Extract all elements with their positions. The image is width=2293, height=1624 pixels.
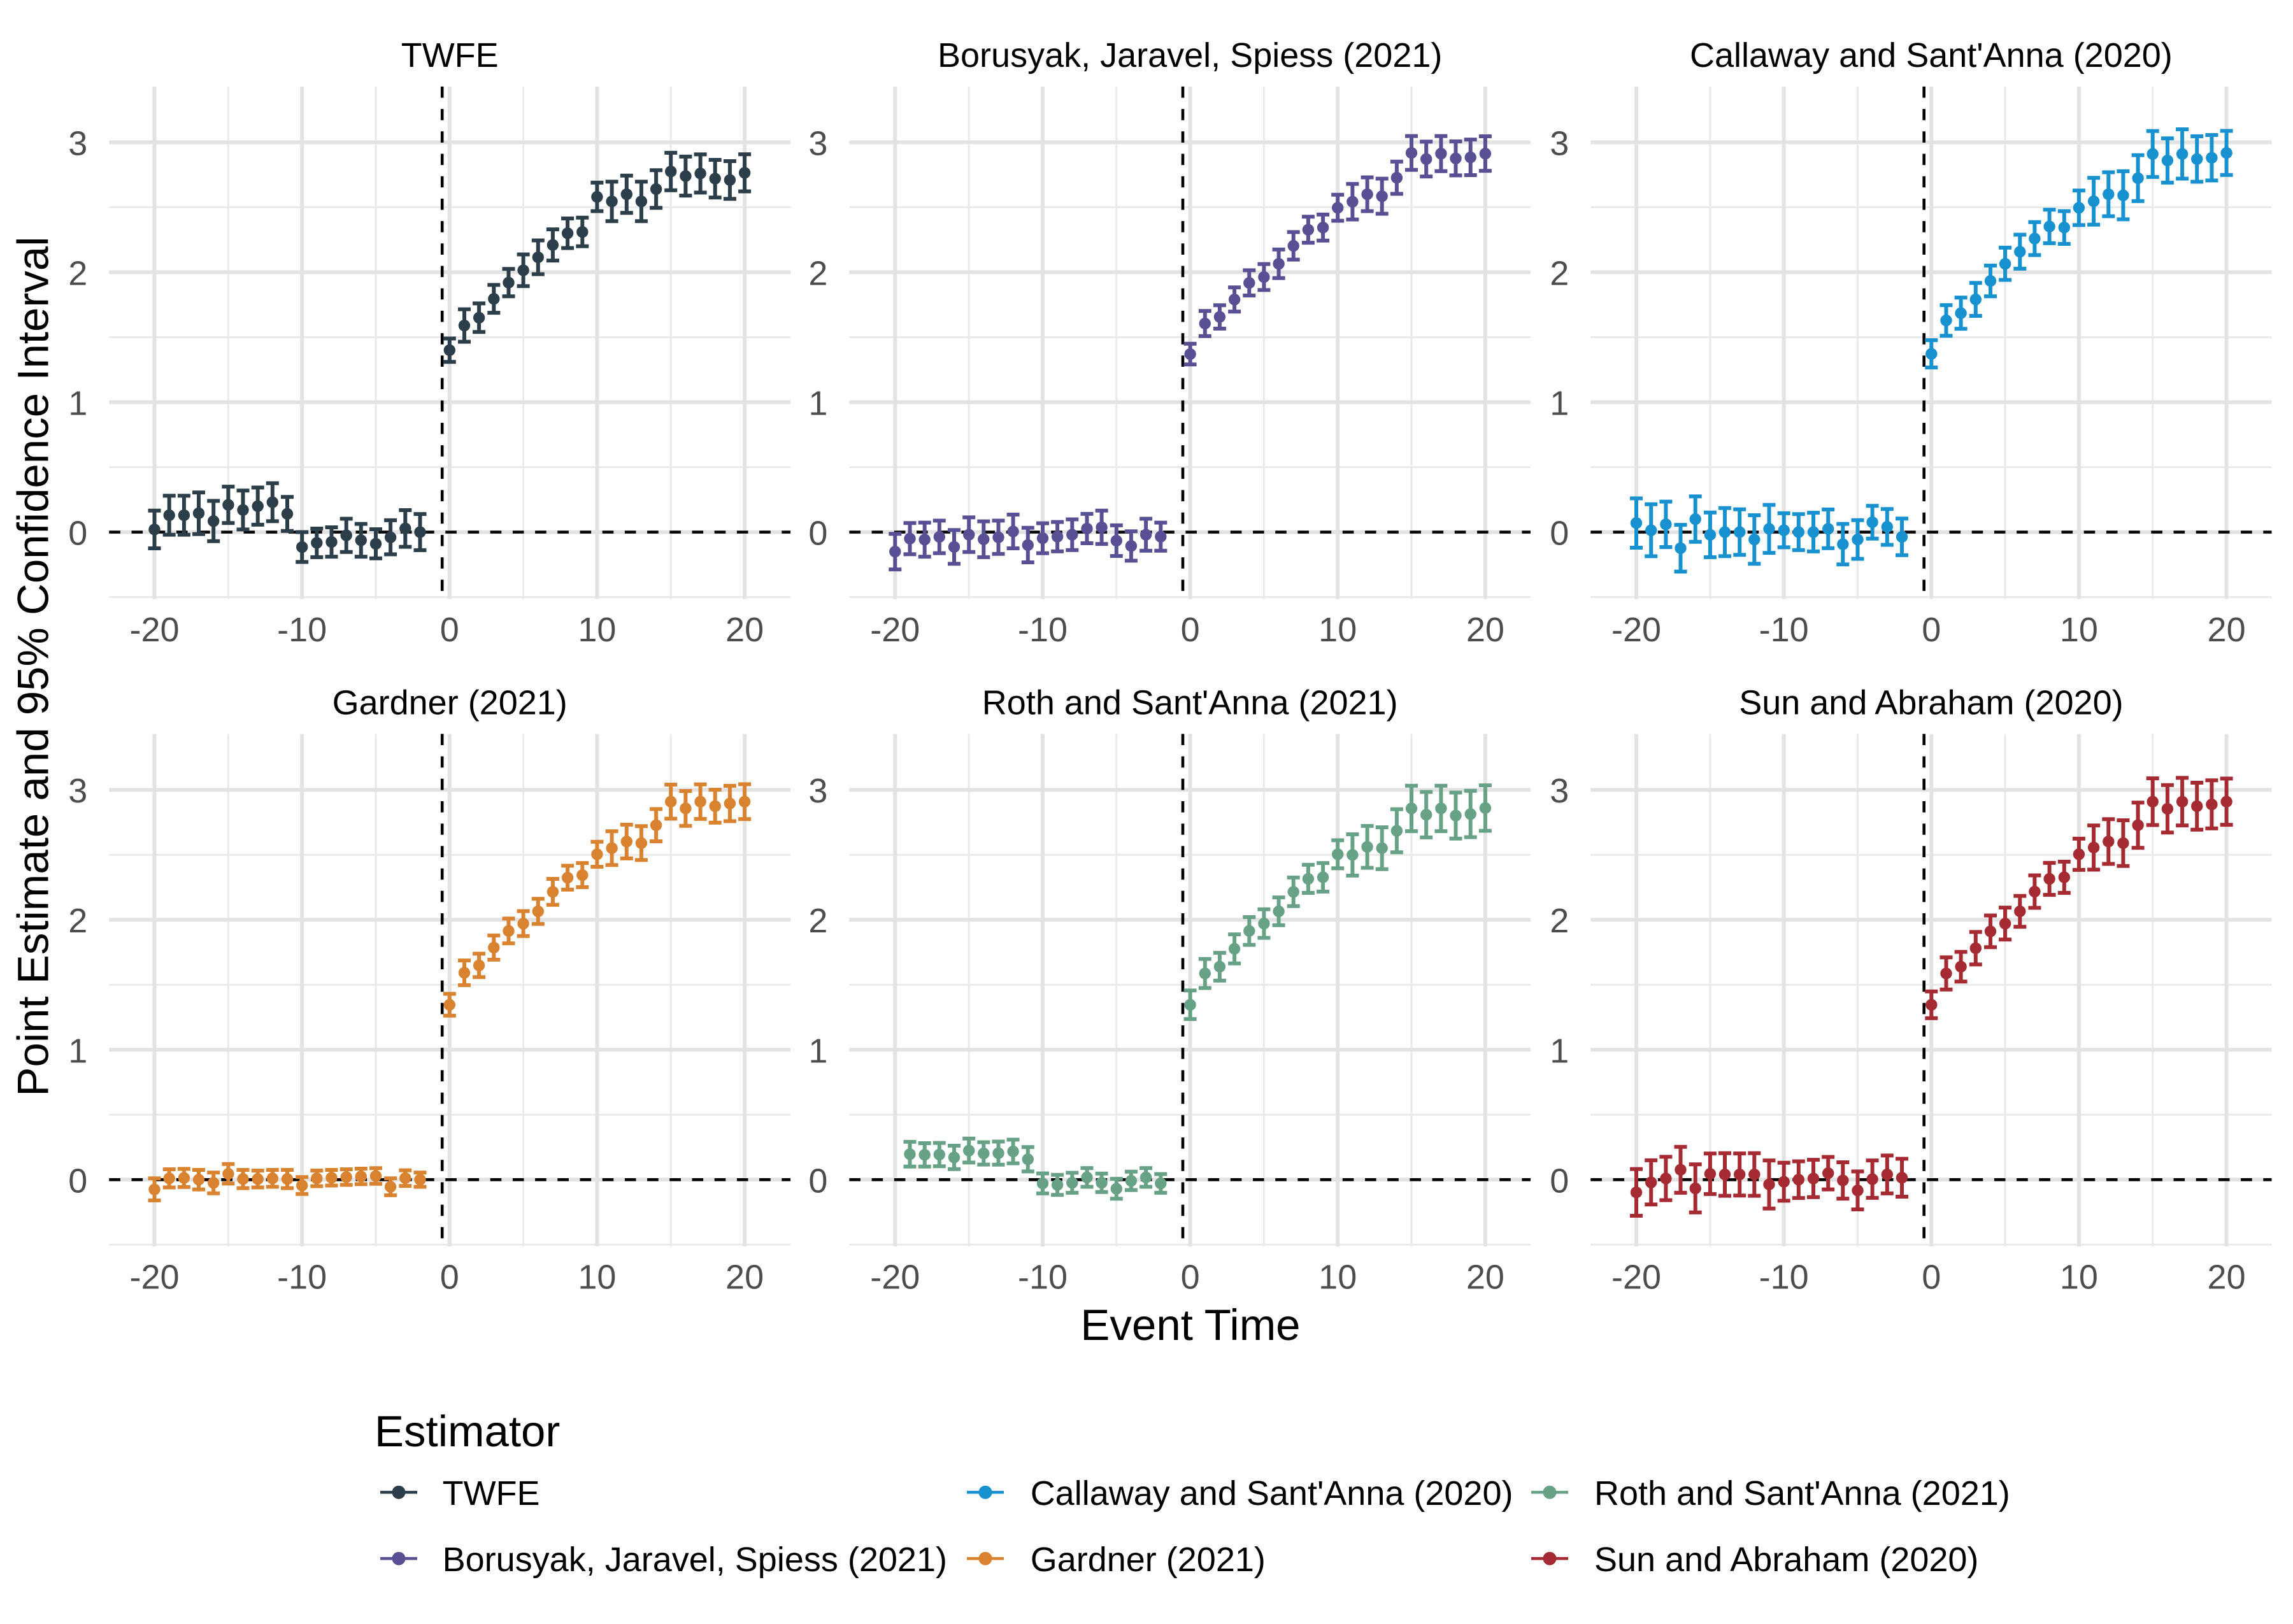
- svg-text:2: 2: [1550, 254, 1569, 292]
- svg-text:Sun and Abraham (2020): Sun and Abraham (2020): [1739, 684, 2123, 722]
- svg-text:1: 1: [68, 385, 87, 423]
- svg-text:-20: -20: [1611, 611, 1661, 649]
- svg-text:-10: -10: [1018, 1258, 1068, 1297]
- svg-text:Borusyak, Jaravel, Spiess (202: Borusyak, Jaravel, Spiess (2021): [443, 1541, 947, 1579]
- svg-text:10: 10: [2060, 1258, 2098, 1297]
- svg-text:2: 2: [68, 902, 87, 940]
- svg-text:Roth and Sant'Anna (2021): Roth and Sant'Anna (2021): [1594, 1474, 2010, 1513]
- svg-text:-10: -10: [277, 1258, 327, 1297]
- svg-text:20: 20: [1466, 611, 1504, 649]
- svg-text:2: 2: [808, 254, 827, 292]
- svg-text:3: 3: [1550, 772, 1569, 810]
- svg-text:TWFE: TWFE: [443, 1474, 540, 1513]
- svg-text:Callaway and Sant'Anna (2020): Callaway and Sant'Anna (2020): [1690, 36, 2173, 75]
- svg-text:3: 3: [68, 124, 87, 162]
- svg-text:10: 10: [1318, 611, 1357, 649]
- svg-text:2: 2: [1550, 902, 1569, 940]
- svg-text:-20: -20: [870, 1258, 920, 1297]
- svg-text:Sun and Abraham (2020): Sun and Abraham (2020): [1594, 1541, 1978, 1579]
- svg-text:2: 2: [808, 902, 827, 940]
- svg-text:1: 1: [1550, 385, 1569, 423]
- svg-text:0: 0: [1550, 1162, 1569, 1200]
- svg-text:Gardner (2021): Gardner (2021): [332, 684, 568, 722]
- svg-text:3: 3: [808, 772, 827, 810]
- svg-text:10: 10: [2060, 611, 2098, 649]
- svg-text:Estimator: Estimator: [375, 1407, 560, 1456]
- svg-text:0: 0: [808, 1162, 827, 1200]
- svg-text:Roth and Sant'Anna (2021): Roth and Sant'Anna (2021): [982, 684, 1398, 722]
- svg-text:-10: -10: [1018, 611, 1068, 649]
- svg-text:0: 0: [1922, 611, 1941, 649]
- svg-text:10: 10: [1318, 1258, 1357, 1297]
- svg-text:-20: -20: [129, 611, 179, 649]
- svg-text:20: 20: [2208, 611, 2246, 649]
- svg-text:-10: -10: [1759, 611, 1809, 649]
- svg-text:-10: -10: [1759, 1258, 1809, 1297]
- svg-text:Gardner (2021): Gardner (2021): [1031, 1541, 1266, 1579]
- svg-text:0: 0: [1181, 1258, 1200, 1297]
- svg-text:0: 0: [440, 1258, 459, 1297]
- svg-text:10: 10: [578, 1258, 616, 1297]
- svg-text:-20: -20: [129, 1258, 179, 1297]
- svg-text:0: 0: [808, 515, 827, 553]
- svg-text:0: 0: [1181, 611, 1200, 649]
- svg-text:0: 0: [68, 515, 87, 553]
- svg-text:Borusyak, Jaravel, Spiess (202: Borusyak, Jaravel, Spiess (2021): [938, 36, 1442, 75]
- svg-text:-10: -10: [277, 611, 327, 649]
- svg-text:0: 0: [440, 611, 459, 649]
- svg-text:Event Time: Event Time: [1080, 1300, 1300, 1350]
- svg-text:0: 0: [68, 1162, 87, 1200]
- svg-text:1: 1: [808, 385, 827, 423]
- svg-text:Point Estimate and 95% Confide: Point Estimate and 95% Confidence Interv…: [9, 236, 58, 1096]
- svg-text:20: 20: [1466, 1258, 1504, 1297]
- svg-text:1: 1: [1550, 1032, 1569, 1070]
- svg-text:20: 20: [725, 1258, 764, 1297]
- svg-text:3: 3: [808, 124, 827, 162]
- svg-text:1: 1: [68, 1032, 87, 1070]
- svg-text:20: 20: [725, 611, 764, 649]
- svg-text:0: 0: [1922, 1258, 1941, 1297]
- svg-text:0: 0: [1550, 515, 1569, 553]
- svg-text:2: 2: [68, 254, 87, 292]
- svg-text:10: 10: [578, 611, 616, 649]
- svg-text:3: 3: [1550, 124, 1569, 162]
- svg-text:Callaway and Sant'Anna (2020): Callaway and Sant'Anna (2020): [1031, 1474, 1513, 1513]
- svg-text:3: 3: [68, 772, 87, 810]
- svg-text:20: 20: [2208, 1258, 2246, 1297]
- svg-text:1: 1: [808, 1032, 827, 1070]
- svg-text:-20: -20: [1611, 1258, 1661, 1297]
- svg-text:-20: -20: [870, 611, 920, 649]
- svg-text:TWFE: TWFE: [401, 36, 499, 75]
